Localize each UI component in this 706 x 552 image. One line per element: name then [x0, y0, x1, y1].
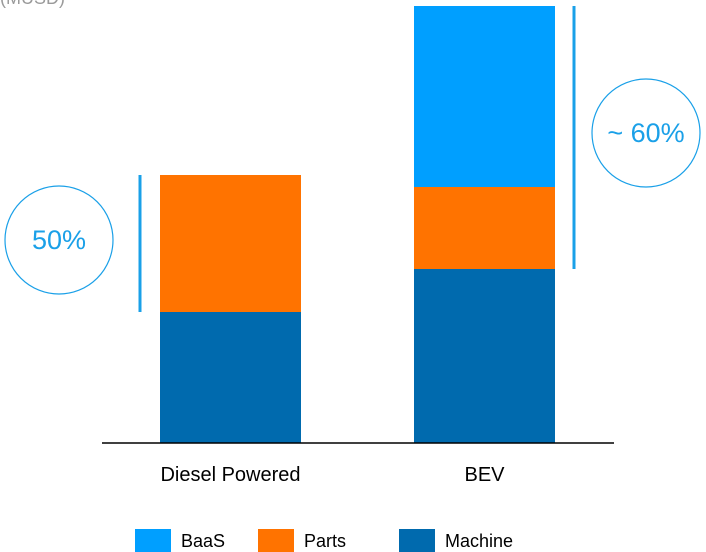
x-tick-labels: Diesel Powered BEV — [160, 464, 505, 486]
annotation-label: ~ 60% — [607, 118, 684, 148]
x-tick-label: Diesel Powered — [160, 464, 300, 486]
legend-swatch-parts — [258, 529, 294, 552]
legend: BaaS Parts Machine — [135, 529, 513, 552]
legend-label-parts: Parts — [304, 531, 346, 551]
bar-machine-diesel-powered — [160, 312, 301, 443]
annotation-label: 50% — [32, 225, 86, 255]
y-axis-unit-label: (MUSD) — [0, 0, 65, 9]
annotation-circle — [4, 185, 114, 295]
bar-parts-diesel-powered — [160, 175, 301, 312]
bar-machine-bev — [414, 269, 555, 443]
legend-label-machine: Machine — [445, 531, 513, 551]
legend-label-baas: BaaS — [181, 531, 225, 551]
legend-swatch-baas — [135, 529, 171, 552]
x-tick-label: BEV — [464, 464, 505, 486]
annotation-circle — [591, 78, 701, 188]
bar-parts-bev — [414, 187, 555, 269]
legend-swatch-machine — [399, 529, 435, 552]
bar-group — [160, 6, 555, 443]
annotation-group: 50% ~ 60% — [4, 6, 701, 312]
bar-baas-bev — [414, 6, 555, 187]
